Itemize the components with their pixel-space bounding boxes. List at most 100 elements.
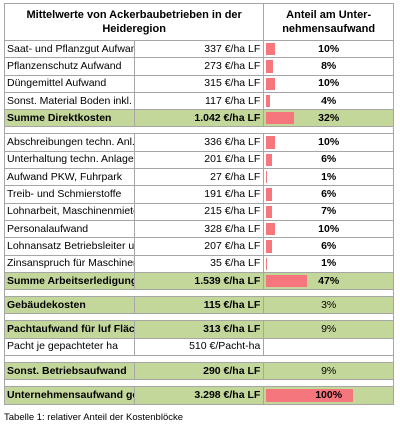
share-bar <box>266 112 295 125</box>
row-label: Lohnansatz Betriebsleiter u. Fam.AK <box>4 237 135 256</box>
spacer-row <box>4 355 394 363</box>
row-label: Personalaufwand <box>4 219 135 239</box>
sum-row: Pachtaufwand für luf Flächen313 €/ha LF 9… <box>4 320 394 339</box>
row-value: 201 €/ha LF <box>133 150 265 170</box>
spacer-cell <box>4 126 394 134</box>
share-bar <box>266 136 275 149</box>
row-label: Lohnarbeit, Maschinenmiete <box>4 202 135 221</box>
share-percent: 8% <box>321 59 337 72</box>
spacer-row <box>4 313 394 321</box>
row-share: 1% <box>263 168 394 187</box>
share-percent: 3% <box>321 298 337 311</box>
table-header-row: Mittelwerte von Ackerbaubetrieben in der… <box>3 3 394 41</box>
share-percent: 100% <box>315 388 343 401</box>
share-bar <box>266 153 272 167</box>
share-percent: 10% <box>318 136 340 149</box>
share-bar <box>266 389 354 402</box>
row-label: Pflanzenschutz Aufwand <box>4 57 135 76</box>
row-value: 315 €/ha LF <box>133 74 265 93</box>
table-row: Pflanzenschutz Aufwand 273 €/ha LF 8% <box>4 57 394 76</box>
share-percent: 7% <box>321 205 337 218</box>
row-value: 273 €/ha LF <box>133 57 265 76</box>
row-share: 8% <box>263 57 394 76</box>
row-value: 35 €/ha LF <box>133 254 265 273</box>
share-bar <box>266 171 268 184</box>
table-row: Saat- und Pflanzgut Aufwand 337 €/ha LF 10… <box>4 39 394 59</box>
table-row: Unterhaltung techn. Anlagen, Maschinen20… <box>4 150 394 170</box>
row-share: 10% <box>263 219 394 239</box>
share-percent: 6% <box>321 153 337 166</box>
share-bar <box>266 222 275 236</box>
row-value: 328 €/ha LF <box>133 219 265 239</box>
row-share: 4% <box>263 91 394 111</box>
row-label: Aufwand PKW, Fuhrpark <box>4 168 135 187</box>
table-row: Düngemittel Aufwand 315 €/ha LF 10% <box>4 74 394 93</box>
row-value: 27 €/ha LF <box>133 168 265 187</box>
share-bar <box>266 188 272 201</box>
sum-row: Unternehmensaufwand gesamt3.298 €/ha LF 1… <box>4 386 394 405</box>
row-label: Summe Arbeitserledigungskosten <box>4 271 135 291</box>
row-share: 32% <box>263 109 394 128</box>
share-percent: 10% <box>318 77 340 90</box>
share-percent: 32% <box>318 111 340 124</box>
row-value: 215 €/ha LF <box>133 202 265 221</box>
row-share: 10% <box>263 133 394 152</box>
row-share: 10% <box>263 39 394 59</box>
share-percent: 1% <box>321 170 337 183</box>
row-value: 115 €/ha LF <box>133 296 265 315</box>
table-row: Zinsanspruch für Maschinenkapital35 €/ha… <box>4 254 394 273</box>
spacer-row <box>4 379 394 387</box>
table-row: Personalaufwand 328 €/ha LF 10% <box>4 219 394 239</box>
spacer-cell <box>4 289 394 297</box>
row-share: 10% <box>263 74 394 93</box>
row-value: 191 €/ha LF <box>133 185 265 204</box>
share-percent: 10% <box>318 222 340 235</box>
row-value: 117 €/ha LF <box>133 91 265 111</box>
row-label: Sonst. Material Boden inkl. Hagelvers. <box>4 91 135 111</box>
row-value: 336 €/ha LF <box>133 133 265 152</box>
row-label: Treib- und Schmierstoffe <box>4 185 135 204</box>
share-percent: 9% <box>321 364 337 377</box>
row-share: 6% <box>263 150 394 170</box>
share-percent: 10% <box>318 42 340 55</box>
row-label: Saat- und Pflanzgut Aufwand <box>4 39 135 59</box>
table-row: Aufwand PKW, Fuhrpark 27 €/ha LF 1% <box>4 168 394 187</box>
share-percent: 6% <box>321 239 337 252</box>
row-label: Unterhaltung techn. Anlagen, Maschinen <box>4 150 135 170</box>
share-percent: 4% <box>321 94 337 107</box>
share-percent: 1% <box>321 257 337 270</box>
header-title: Mittelwerte von Ackerbaubetrieben in der… <box>3 3 265 41</box>
sum-row: Summe Direktkosten 1.042 €/ha LF 32% <box>4 109 394 128</box>
table-row: Lohnarbeit, Maschinenmiete 215 €/ha LF 7% <box>4 202 394 221</box>
row-label: Pacht je gepachteter ha <box>4 337 135 357</box>
row-value: 207 €/ha LF <box>133 237 265 256</box>
share-bar <box>266 205 273 218</box>
cost-table: Mittelwerte von Ackerbaubetrieben in der… <box>3 3 394 405</box>
header-share: Anteil am Unter-nehmensaufwand <box>263 3 394 41</box>
row-label: Zinsanspruch für Maschinenkapital <box>4 254 135 273</box>
table-row: Abschreibungen techn. Anl., Maschinen336… <box>4 133 394 152</box>
share-bar <box>266 43 275 56</box>
share-bar <box>266 274 308 288</box>
row-share: 47% <box>263 271 394 291</box>
row-share: 6% <box>263 185 394 204</box>
spacer-cell <box>4 313 394 321</box>
share-percent: 6% <box>321 188 337 201</box>
share-bar <box>266 77 275 90</box>
sum-row: Sonst. Betriebsaufwand 290 €/ha LF 9% <box>4 362 394 381</box>
row-value: 3.298 €/ha LF <box>133 386 265 405</box>
row-share: 1% <box>263 254 394 273</box>
row-share: 3% <box>263 296 394 315</box>
row-value: 1.042 €/ha LF <box>133 109 265 128</box>
row-label: Summe Direktkosten <box>4 109 135 128</box>
spacer-row <box>4 289 394 297</box>
row-label: Abschreibungen techn. Anl., Maschinen <box>4 133 135 152</box>
row-label: Gebäudekosten <box>4 296 135 315</box>
table-row: Sonst. Material Boden inkl. Hagelvers.11… <box>4 91 394 111</box>
share-bar <box>266 240 272 253</box>
row-value: 1.539 €/ha LF <box>133 271 265 291</box>
share-bar <box>266 257 268 270</box>
sum-row: Gebäudekosten 115 €/ha LF 3% <box>4 296 394 315</box>
row-value: 337 €/ha LF <box>133 39 265 59</box>
share-percent: 9% <box>321 323 337 336</box>
